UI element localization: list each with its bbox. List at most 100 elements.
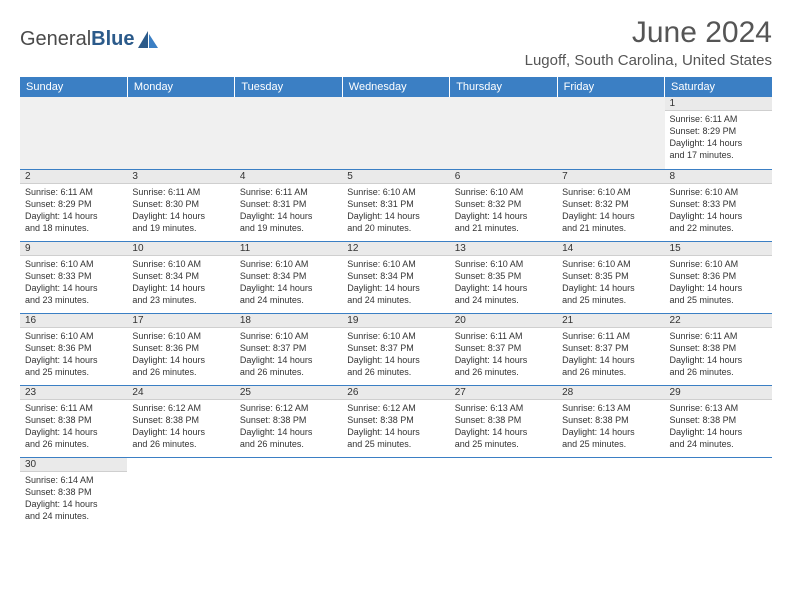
calendar-cell: 25Sunrise: 6:12 AMSunset: 8:38 PMDayligh… bbox=[235, 385, 342, 457]
day-details: Sunrise: 6:12 AMSunset: 8:38 PMDaylight:… bbox=[235, 400, 342, 454]
day-detail-line: Sunset: 8:38 PM bbox=[25, 414, 122, 426]
day-detail-line: and 19 minutes. bbox=[240, 222, 337, 234]
calendar-cell: 30Sunrise: 6:14 AMSunset: 8:38 PMDayligh… bbox=[20, 457, 127, 529]
day-number: 1 bbox=[665, 97, 772, 111]
day-detail-line: Daylight: 14 hours bbox=[347, 210, 444, 222]
day-detail-line: Daylight: 14 hours bbox=[25, 426, 122, 438]
day-details: Sunrise: 6:10 AMSunset: 8:35 PMDaylight:… bbox=[557, 256, 664, 310]
day-detail-line: Sunset: 8:38 PM bbox=[25, 486, 122, 498]
day-number: 10 bbox=[127, 242, 234, 256]
day-detail-line: Sunset: 8:33 PM bbox=[670, 198, 767, 210]
day-header-row: SundayMondayTuesdayWednesdayThursdayFrid… bbox=[20, 77, 772, 97]
day-detail-line: Daylight: 14 hours bbox=[562, 354, 659, 366]
day-detail-line: Daylight: 14 hours bbox=[240, 282, 337, 294]
day-header: Thursday bbox=[450, 77, 557, 97]
day-detail-line: and 26 minutes. bbox=[670, 366, 767, 378]
calendar-cell bbox=[450, 457, 557, 529]
day-number: 27 bbox=[450, 386, 557, 400]
day-details: Sunrise: 6:10 AMSunset: 8:34 PMDaylight:… bbox=[235, 256, 342, 310]
day-number: 23 bbox=[20, 386, 127, 400]
day-detail-line: and 24 minutes. bbox=[347, 294, 444, 306]
day-detail-line: and 26 minutes. bbox=[455, 366, 552, 378]
day-details: Sunrise: 6:10 AMSunset: 8:33 PMDaylight:… bbox=[20, 256, 127, 310]
logo-text-blue: Blue bbox=[91, 28, 134, 50]
day-detail-line: and 26 minutes. bbox=[25, 438, 122, 450]
day-header: Tuesday bbox=[235, 77, 342, 97]
day-detail-line: Sunrise: 6:10 AM bbox=[25, 330, 122, 342]
day-detail-line: and 25 minutes. bbox=[455, 438, 552, 450]
calendar-week: 2Sunrise: 6:11 AMSunset: 8:29 PMDaylight… bbox=[20, 169, 772, 241]
day-detail-line: Sunset: 8:34 PM bbox=[347, 270, 444, 282]
calendar-cell: 3Sunrise: 6:11 AMSunset: 8:30 PMDaylight… bbox=[127, 169, 234, 241]
day-number: 16 bbox=[20, 314, 127, 328]
day-detail-line: Daylight: 14 hours bbox=[347, 282, 444, 294]
day-detail-line: and 18 minutes. bbox=[25, 222, 122, 234]
day-detail-line: Sunset: 8:34 PM bbox=[240, 270, 337, 282]
day-detail-line: and 25 minutes. bbox=[25, 366, 122, 378]
day-number: 26 bbox=[342, 386, 449, 400]
day-detail-line: Daylight: 14 hours bbox=[455, 210, 552, 222]
day-detail-line: Sunset: 8:37 PM bbox=[347, 342, 444, 354]
calendar-week: 16Sunrise: 6:10 AMSunset: 8:36 PMDayligh… bbox=[20, 313, 772, 385]
calendar-cell: 15Sunrise: 6:10 AMSunset: 8:36 PMDayligh… bbox=[665, 241, 772, 313]
calendar-cell bbox=[557, 97, 664, 169]
calendar-body: 1 Sunrise: 6:11 AMSunset: 8:29 PMDaylight… bbox=[20, 97, 772, 529]
day-detail-line: Daylight: 14 hours bbox=[25, 354, 122, 366]
day-detail-line: and 24 minutes. bbox=[25, 510, 122, 522]
day-detail-line: Sunset: 8:38 PM bbox=[132, 414, 229, 426]
day-number: 9 bbox=[20, 242, 127, 256]
day-header: Monday bbox=[127, 77, 234, 97]
calendar-cell: 24Sunrise: 6:12 AMSunset: 8:38 PMDayligh… bbox=[127, 385, 234, 457]
calendar-cell: 10Sunrise: 6:10 AMSunset: 8:34 PMDayligh… bbox=[127, 241, 234, 313]
day-number: 4 bbox=[235, 170, 342, 184]
day-detail-line: Sunrise: 6:10 AM bbox=[240, 258, 337, 270]
calendar-cell: 20Sunrise: 6:11 AMSunset: 8:37 PMDayligh… bbox=[450, 313, 557, 385]
day-number: 12 bbox=[342, 242, 449, 256]
day-detail-line: and 21 minutes. bbox=[562, 222, 659, 234]
day-number: 8 bbox=[665, 170, 772, 184]
calendar-cell: 22Sunrise: 6:11 AMSunset: 8:38 PMDayligh… bbox=[665, 313, 772, 385]
day-detail-line: Daylight: 14 hours bbox=[347, 354, 444, 366]
calendar-cell: 18Sunrise: 6:10 AMSunset: 8:37 PMDayligh… bbox=[235, 313, 342, 385]
day-detail-line: Sunrise: 6:11 AM bbox=[132, 186, 229, 198]
calendar-head: SundayMondayTuesdayWednesdayThursdayFrid… bbox=[20, 77, 772, 97]
day-detail-line: and 23 minutes. bbox=[132, 294, 229, 306]
day-detail-line: Sunrise: 6:11 AM bbox=[25, 186, 122, 198]
month-title: June 2024 bbox=[525, 16, 772, 50]
day-details: Sunrise: 6:10 AMSunset: 8:37 PMDaylight:… bbox=[235, 328, 342, 382]
day-detail-line: Sunrise: 6:12 AM bbox=[132, 402, 229, 414]
calendar-cell bbox=[342, 457, 449, 529]
day-detail-line: Sunrise: 6:11 AM bbox=[670, 330, 767, 342]
location: Lugoff, South Carolina, United States bbox=[525, 52, 772, 69]
day-detail-line: Daylight: 14 hours bbox=[670, 282, 767, 294]
day-detail-line: Sunset: 8:35 PM bbox=[562, 270, 659, 282]
day-detail-line: Sunrise: 6:14 AM bbox=[25, 474, 122, 486]
calendar-cell: 5Sunrise: 6:10 AMSunset: 8:31 PMDaylight… bbox=[342, 169, 449, 241]
day-details: Sunrise: 6:11 AMSunset: 8:38 PMDaylight:… bbox=[20, 400, 127, 454]
calendar-page: GeneralBlue June 2024 Lugoff, South Caro… bbox=[0, 0, 792, 529]
day-detail-line: and 24 minutes. bbox=[240, 294, 337, 306]
day-details: Sunrise: 6:10 AMSunset: 8:35 PMDaylight:… bbox=[450, 256, 557, 310]
day-number: 6 bbox=[450, 170, 557, 184]
day-detail-line: and 25 minutes. bbox=[562, 294, 659, 306]
calendar-cell bbox=[127, 97, 234, 169]
day-detail-line: Sunset: 8:38 PM bbox=[670, 414, 767, 426]
calendar-cell: 9Sunrise: 6:10 AMSunset: 8:33 PMDaylight… bbox=[20, 241, 127, 313]
day-detail-line: Sunrise: 6:10 AM bbox=[240, 330, 337, 342]
day-detail-line: Sunrise: 6:10 AM bbox=[670, 258, 767, 270]
day-detail-line: Daylight: 14 hours bbox=[240, 354, 337, 366]
calendar-cell bbox=[20, 97, 127, 169]
day-header: Sunday bbox=[20, 77, 127, 97]
day-details: Sunrise: 6:11 AMSunset: 8:37 PMDaylight:… bbox=[450, 328, 557, 382]
day-details: Sunrise: 6:12 AMSunset: 8:38 PMDaylight:… bbox=[342, 400, 449, 454]
day-number: 14 bbox=[557, 242, 664, 256]
day-detail-line: and 26 minutes. bbox=[132, 438, 229, 450]
day-details: Sunrise: 6:11 AMSunset: 8:29 PMDaylight:… bbox=[20, 184, 127, 238]
day-details: Sunrise: 6:10 AMSunset: 8:36 PMDaylight:… bbox=[20, 328, 127, 382]
calendar-cell: 23Sunrise: 6:11 AMSunset: 8:38 PMDayligh… bbox=[20, 385, 127, 457]
day-detail-line: Sunrise: 6:10 AM bbox=[347, 258, 444, 270]
day-details: Sunrise: 6:10 AMSunset: 8:31 PMDaylight:… bbox=[342, 184, 449, 238]
day-detail-line: and 23 minutes. bbox=[25, 294, 122, 306]
day-detail-line: Sunrise: 6:10 AM bbox=[562, 258, 659, 270]
calendar-cell bbox=[342, 97, 449, 169]
